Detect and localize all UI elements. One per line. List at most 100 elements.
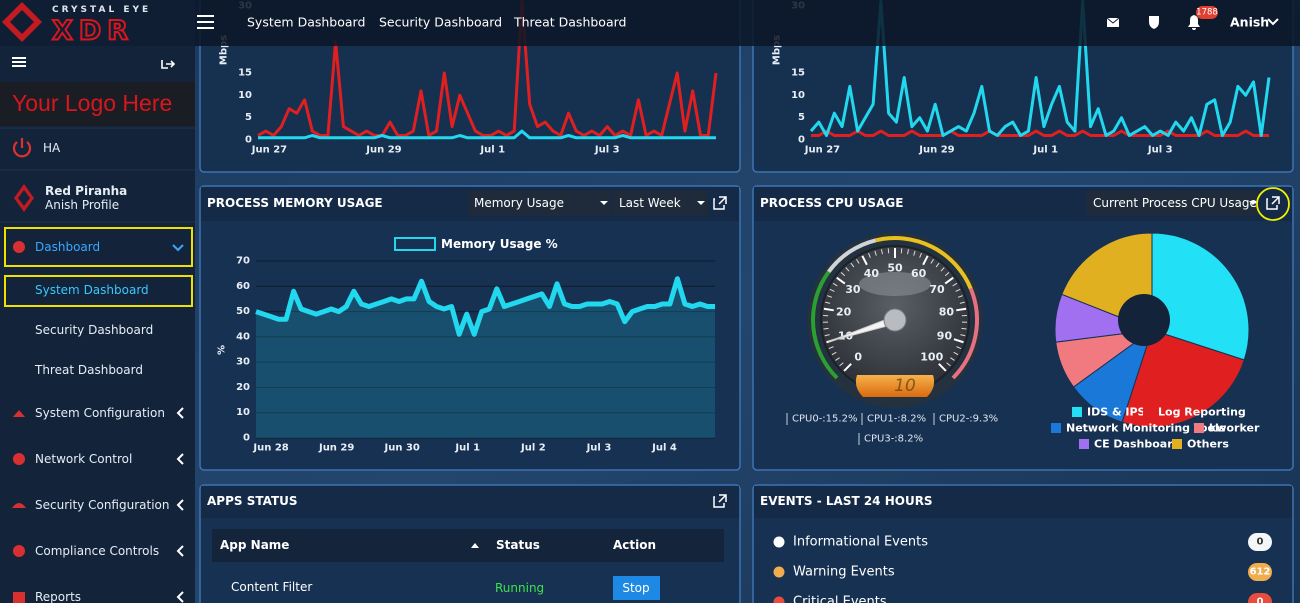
event-icon <box>773 596 785 603</box>
dropdown-label[interactable]: Last Week <box>619 196 681 210</box>
y-tick-label: 50 <box>236 306 250 317</box>
menu-item[interactable]: Network Control <box>35 452 132 466</box>
sidebar: Your Logo Here HA Red Piranha Anish Prof… <box>0 0 195 603</box>
pie-hole <box>1118 294 1170 346</box>
gauge-minor-tick <box>956 346 962 350</box>
menu-item[interactable]: System Configuration <box>35 406 165 420</box>
user-caret[interactable] <box>1267 18 1279 26</box>
gauge-minor-tick <box>868 252 871 258</box>
dashboard-icon <box>13 241 25 253</box>
submenu-item[interactable]: Threat Dashboard <box>34 363 143 377</box>
menu-item[interactable]: Security Configuration <box>35 498 169 512</box>
x-tick-label: Jun 29 <box>918 145 954 156</box>
dropdown[interactable] <box>1087 191 1257 216</box>
user-name[interactable]: Anish <box>1230 15 1269 30</box>
x-tick-label: Jul 3 <box>586 443 612 454</box>
gauge-minor-tick <box>944 272 950 277</box>
pie-slice <box>1121 329 1245 428</box>
expand-icon[interactable] <box>713 494 727 508</box>
legend-label: kworker <box>1209 422 1260 435</box>
gauge-minor-tick <box>913 250 916 256</box>
menu-icon <box>13 545 25 557</box>
events-list: Informational Events 0 Warning Events 612 Cr… <box>773 533 1272 603</box>
gauge-minor-tick <box>832 282 838 287</box>
menu-toggle[interactable] <box>12 57 26 67</box>
dropdown-label[interactable]: Current Process CPU Usage <box>1093 196 1257 210</box>
profile-icon <box>14 184 34 212</box>
menu-item[interactable]: Compliance Controls <box>35 544 159 558</box>
gauge-minor-tick <box>827 295 833 298</box>
shield-icon[interactable] <box>1149 16 1159 29</box>
legend-label: Log Reporting <box>1158 406 1246 419</box>
column-header[interactable]: App Name <box>220 538 289 552</box>
mail-icon[interactable] <box>1106 17 1120 27</box>
x-tick-label: Jun 29 <box>318 443 354 454</box>
gauge-lcd-value: 10 <box>894 376 916 396</box>
x-tick-label: Jul 1 <box>454 443 480 454</box>
y-tick-label: 10 <box>238 90 252 101</box>
gauge-minor-tick <box>831 351 837 356</box>
line <box>255 276 715 337</box>
x-tick-label: Jul 4 <box>651 443 677 454</box>
gauge-minor-tick <box>961 327 967 330</box>
gauge-tick <box>922 255 929 266</box>
y-tick-label: 70 <box>236 256 250 267</box>
y-tick-label: 10 <box>236 407 250 418</box>
event-icon <box>773 566 785 578</box>
bell-icon[interactable] <box>1188 15 1200 30</box>
gauge-band <box>951 287 979 380</box>
ha-label[interactable]: HA <box>43 141 61 155</box>
gauge-minor-tick <box>955 288 961 292</box>
notification-badge <box>1196 6 1218 19</box>
logo-bar <box>0 82 195 126</box>
expand-icon[interactable] <box>1266 196 1280 210</box>
submenu-item[interactable]: Security Dashboard <box>35 323 153 337</box>
stop-button[interactable] <box>613 576 660 600</box>
app-status: Running <box>495 581 544 595</box>
event-badge <box>1248 593 1272 603</box>
gauge-minor-tick <box>952 282 958 287</box>
legend-label: Memory Usage % <box>441 237 558 251</box>
legend-swatch <box>1072 407 1082 417</box>
gauge-minor-tick <box>829 288 835 292</box>
line <box>809 0 1271 137</box>
y-tick-label: 5 <box>798 112 805 123</box>
gauge-tick-label: 0 <box>854 350 862 363</box>
nav-link[interactable]: System Dashboard <box>247 15 365 30</box>
x-tick-label: Jun 30 <box>384 443 420 454</box>
logout-icon[interactable] <box>161 60 176 69</box>
chevron-left <box>176 407 184 419</box>
gauge-minor-tick <box>953 351 959 356</box>
dropdown[interactable] <box>468 191 611 216</box>
nav-link[interactable]: Security Dashboard <box>379 15 502 30</box>
top-bar: CRYSTAL EYE XDR System Dashboard Securit… <box>0 0 1300 48</box>
sort-caret[interactable] <box>471 543 479 548</box>
nav-toggle[interactable] <box>197 15 214 29</box>
pie-slice <box>1151 232 1250 361</box>
x-tick-label: Jun 29 <box>365 145 401 156</box>
gauge-tick <box>938 363 947 372</box>
gauge-tick-label: 60 <box>911 267 927 280</box>
gauge-minor-tick <box>828 346 834 350</box>
expand-icon[interactable] <box>713 196 727 210</box>
dropdown[interactable] <box>613 191 708 216</box>
y-axis-label: % <box>217 345 228 355</box>
submenu-item[interactable]: System Dashboard <box>35 283 149 297</box>
menu-item[interactable]: Reports <box>35 590 81 603</box>
gauge-minor-tick <box>835 357 840 361</box>
nav-link[interactable]: Threat Dashboard <box>513 15 626 30</box>
dropdown-caret <box>600 201 608 205</box>
dropdown-caret <box>1249 201 1257 205</box>
gauge-tick-label: 20 <box>836 305 852 318</box>
line <box>811 129 1269 137</box>
dropdown-label[interactable]: Memory Usage <box>474 196 564 210</box>
x-tick-label: Jun 27 <box>251 145 287 156</box>
event-label: Critical Events <box>793 595 887 603</box>
y-tick-label: 30 <box>236 357 250 368</box>
stop-button-label[interactable]: Stop <box>622 581 649 595</box>
gauge-band <box>875 236 973 290</box>
profile-name: Red Piranha <box>45 184 127 198</box>
menu-item[interactable]: Dashboard <box>35 240 100 254</box>
panel-title: APPS STATUS <box>207 494 298 508</box>
